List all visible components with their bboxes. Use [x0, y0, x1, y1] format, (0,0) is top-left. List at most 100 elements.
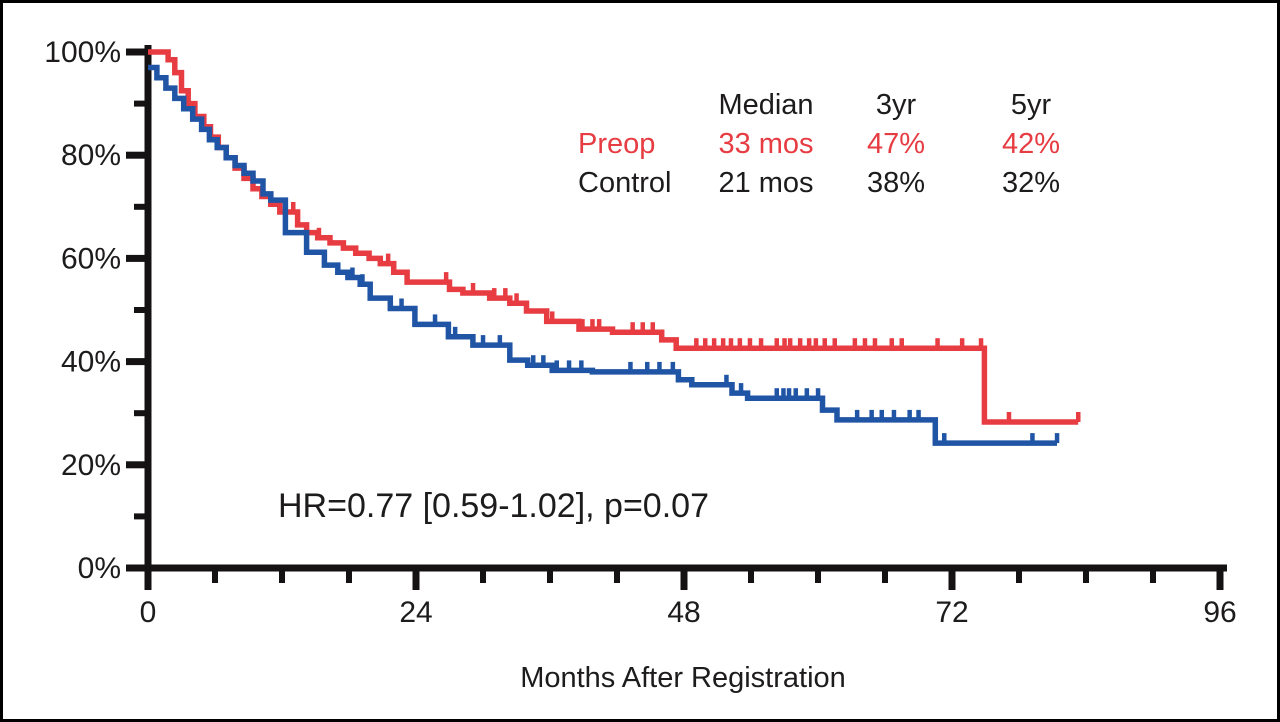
censor-tick-control	[645, 361, 650, 372]
x-minor-tick	[279, 566, 285, 583]
censor-tick-preop	[978, 338, 984, 349]
censor-tick-control	[942, 433, 947, 444]
y-tick-label: 20%	[61, 449, 121, 482]
stats-row-label-preop: Preop	[578, 128, 656, 160]
x-minor-tick	[1150, 566, 1156, 583]
censor-tick-preop	[503, 288, 508, 299]
censor-tick-preop	[935, 338, 940, 349]
censor-tick-control	[497, 335, 503, 346]
censor-tick-control	[879, 409, 884, 420]
censor-tick-control	[854, 409, 860, 420]
censor-tick-control	[1054, 433, 1060, 444]
censor-tick-control	[916, 409, 921, 420]
x-axis-title: Months After Registration	[520, 662, 846, 694]
y-major-tick	[126, 564, 148, 572]
x-minor-tick	[346, 566, 352, 583]
stats-preop-3yr: 47%	[866, 128, 926, 160]
censor-tick-control	[804, 388, 810, 399]
x-major-tick	[1216, 566, 1224, 590]
censor-tick-preop	[1076, 412, 1081, 422]
x-minor-tick	[748, 566, 754, 583]
x-major-tick	[948, 566, 956, 590]
y-minor-tick	[134, 203, 148, 210]
censor-tick-preop	[797, 338, 803, 349]
x-minor-tick	[1083, 566, 1089, 583]
x-minor-tick	[815, 566, 821, 583]
censor-tick-control	[786, 388, 792, 399]
km-curve-control	[148, 64, 1057, 446]
x-major-tick	[412, 566, 420, 590]
censor-tick-preop	[737, 338, 743, 349]
x-tick-label: 0	[140, 596, 157, 629]
censor-tick-control	[891, 409, 897, 420]
censor-tick-preop	[316, 227, 322, 238]
censor-tick-preop	[385, 253, 391, 264]
censor-tick-control	[793, 388, 798, 399]
y-tick-label: 40%	[61, 346, 121, 379]
hr-annotation: HR=0.77 [0.59-1.02], p=0.07	[278, 487, 709, 525]
stats-control-5yr: 32%	[1001, 167, 1061, 199]
stats-corner-spacer	[578, 86, 696, 125]
censor-tick-preop	[899, 338, 904, 349]
y-major-tick	[126, 254, 148, 262]
stats-col-header-3yr: 3yr	[875, 89, 917, 121]
x-minor-tick	[882, 566, 888, 583]
censor-tick-control	[1030, 433, 1035, 444]
stats-row-label-control: Control	[578, 167, 672, 199]
censor-tick-preop	[872, 338, 878, 349]
censor-tick-preop	[728, 338, 734, 349]
censor-tick-preop	[694, 338, 699, 349]
censor-tick-control	[480, 335, 486, 346]
censor-tick-preop	[1006, 412, 1012, 422]
censor-tick-preop	[580, 319, 585, 330]
censor-tick-control	[541, 355, 546, 366]
censor-tick-control	[670, 361, 676, 372]
censor-tick-preop	[492, 288, 497, 299]
y-tick-label: 60%	[61, 242, 121, 275]
y-tick-label: 100%	[44, 36, 121, 69]
x-minor-tick	[212, 566, 218, 583]
x-axis-spine	[126, 564, 1227, 572]
x-minor-tick	[1016, 566, 1022, 583]
censor-tick-control	[724, 374, 729, 385]
y-minor-tick	[134, 513, 148, 520]
censor-tick-control	[738, 383, 744, 394]
x-tick-label: 96	[1203, 596, 1236, 629]
censor-tick-preop	[813, 338, 819, 349]
x-tick-label: 24	[399, 596, 432, 629]
censor-tick-control	[774, 388, 779, 399]
censor-tick-preop	[889, 338, 894, 349]
y-minor-tick	[134, 100, 148, 107]
censor-tick-control	[566, 360, 572, 371]
censor-tick-preop	[782, 338, 787, 349]
censor-tick-preop	[650, 322, 655, 333]
censor-tick-preop	[852, 338, 858, 349]
x-minor-tick	[614, 566, 620, 583]
censor-tick-preop	[832, 338, 837, 349]
censor-tick-control	[579, 360, 584, 371]
censor-tick-preop	[758, 338, 764, 349]
censor-tick-preop	[703, 338, 708, 349]
x-minor-tick	[547, 566, 553, 583]
y-major-tick	[126, 151, 148, 159]
stats-preop-median: 33 mos	[718, 128, 814, 160]
censor-tick-control	[657, 361, 662, 372]
stats-preop-5yr: 42%	[1001, 128, 1061, 160]
censor-tick-preop	[787, 338, 793, 349]
censor-tick-preop	[630, 322, 635, 333]
censor-tick-control	[452, 326, 458, 337]
censor-tick-preop	[711, 338, 717, 349]
censor-tick-preop	[596, 319, 602, 330]
censor-tick-preop	[514, 293, 519, 304]
censor-tick-preop	[747, 338, 753, 349]
y-tick-label: 0%	[78, 552, 121, 585]
censor-tick-control	[815, 388, 821, 399]
censor-tick-preop	[720, 338, 726, 349]
x-major-tick	[144, 566, 152, 590]
censor-tick-control	[350, 267, 355, 278]
censor-tick-preop	[470, 283, 476, 293]
censor-tick-control	[869, 409, 874, 420]
censor-tick-preop	[443, 272, 449, 283]
censor-tick-control	[554, 360, 559, 371]
